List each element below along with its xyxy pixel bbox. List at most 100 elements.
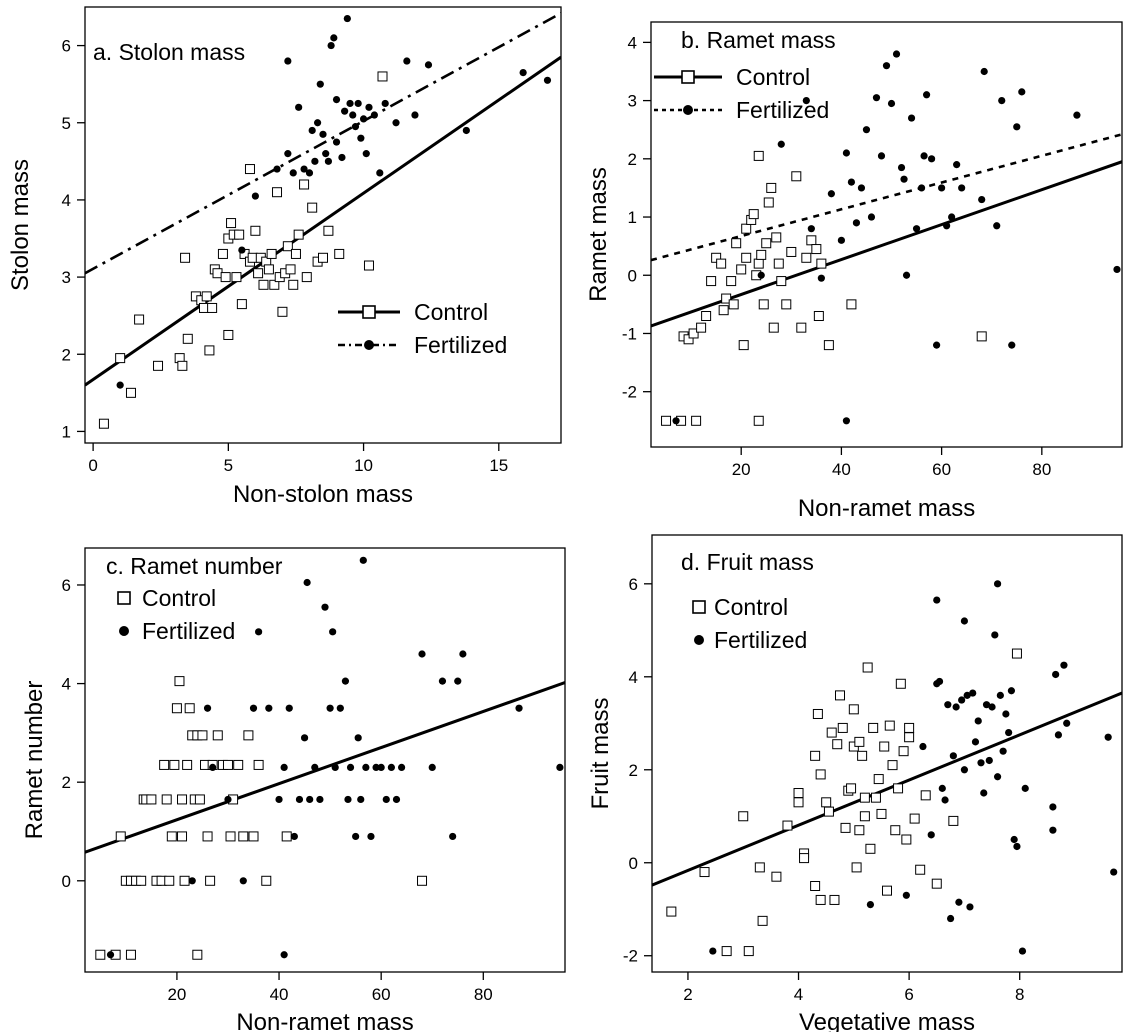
data-point bbox=[272, 187, 283, 198]
data-point bbox=[982, 701, 991, 709]
data-point bbox=[879, 741, 890, 752]
data-point bbox=[125, 387, 136, 398]
data-point bbox=[220, 272, 231, 283]
data-point bbox=[922, 91, 931, 99]
data-point bbox=[231, 272, 242, 283]
data-point bbox=[985, 756, 993, 765]
data-point bbox=[815, 894, 826, 905]
data-point bbox=[699, 867, 710, 878]
data-point bbox=[515, 704, 523, 712]
data-point bbox=[781, 299, 792, 310]
data-point bbox=[892, 50, 901, 58]
data-point bbox=[741, 223, 752, 234]
data-point bbox=[334, 248, 345, 259]
data-point bbox=[234, 229, 245, 240]
data-point bbox=[352, 832, 360, 841]
data-point bbox=[813, 311, 824, 322]
data-point bbox=[184, 703, 195, 714]
data-point bbox=[153, 360, 164, 371]
legend-marker-control bbox=[117, 591, 131, 605]
legend-marker-fertilized bbox=[694, 635, 704, 645]
data-point bbox=[205, 875, 216, 886]
data-point bbox=[125, 949, 136, 960]
data-point bbox=[802, 96, 810, 105]
y-tick-label: 6 bbox=[62, 37, 71, 56]
legend-label-fertilized: Fertilized bbox=[414, 332, 507, 358]
data-point bbox=[862, 662, 873, 673]
data-point bbox=[718, 305, 729, 316]
data-point bbox=[672, 417, 680, 425]
legend-marker-fertilized bbox=[683, 105, 693, 115]
data-point bbox=[418, 650, 426, 658]
data-point bbox=[295, 103, 303, 111]
plot-area bbox=[652, 580, 1122, 957]
data-point bbox=[996, 691, 1004, 699]
legend-marker-fertilized bbox=[364, 340, 374, 350]
data-point bbox=[411, 111, 419, 119]
x-tick-label: 8 bbox=[1015, 985, 1024, 1004]
plot-frame bbox=[84, 6, 562, 444]
panel-title: c. Ramet number bbox=[106, 553, 283, 579]
y-tick-label: 0 bbox=[62, 872, 71, 891]
data-point bbox=[998, 96, 1006, 105]
x-tick-label: 15 bbox=[489, 456, 508, 475]
data-point bbox=[311, 763, 319, 771]
data-point bbox=[209, 763, 217, 771]
data-point bbox=[351, 123, 360, 131]
data-point bbox=[912, 225, 921, 233]
data-point bbox=[161, 794, 172, 805]
data-point bbox=[837, 722, 848, 733]
y-tick-label: -2 bbox=[622, 383, 637, 402]
data-point bbox=[370, 111, 378, 119]
data-point bbox=[1002, 710, 1010, 718]
panel-d: 2 4 6 8 -2 0 2 4 6 Vegetative mass Fruit mass d. Fr… bbox=[587, 534, 1123, 1032]
data-point bbox=[280, 763, 288, 771]
data-point bbox=[285, 264, 296, 275]
data-point bbox=[897, 163, 906, 172]
data-point bbox=[993, 773, 1002, 781]
data-point bbox=[738, 340, 749, 351]
data-point bbox=[915, 864, 926, 875]
data-point bbox=[866, 900, 875, 909]
data-point bbox=[367, 832, 375, 841]
series-control bbox=[661, 150, 987, 426]
data-point bbox=[179, 875, 190, 886]
data-point bbox=[243, 730, 254, 741]
data-point bbox=[757, 271, 765, 279]
data-point bbox=[812, 708, 823, 719]
data-point bbox=[269, 279, 280, 290]
x-tick-label: 80 bbox=[474, 985, 493, 1004]
data-point bbox=[661, 415, 672, 426]
series-fertilized bbox=[106, 556, 564, 959]
x-tick-label: 60 bbox=[932, 460, 951, 479]
data-point bbox=[1104, 733, 1112, 741]
x-tick-label: 0 bbox=[88, 456, 97, 475]
data-point bbox=[691, 415, 702, 426]
data-point bbox=[696, 322, 707, 333]
series-control bbox=[95, 676, 428, 960]
data-point bbox=[823, 806, 834, 817]
data-point bbox=[212, 730, 223, 741]
data-point bbox=[890, 825, 901, 836]
data-point bbox=[901, 834, 912, 845]
data-point bbox=[829, 894, 840, 905]
panel-c: 20 40 60 80 0 2 4 6 Non-ramet mass Ramet number c.… bbox=[21, 547, 566, 1032]
data-point bbox=[870, 792, 881, 803]
data-point bbox=[919, 742, 927, 751]
data-point bbox=[115, 831, 126, 842]
data-point bbox=[816, 258, 827, 269]
data-point bbox=[293, 229, 304, 240]
data-point bbox=[376, 169, 384, 177]
data-point bbox=[777, 140, 785, 148]
data-point bbox=[349, 111, 357, 119]
data-point bbox=[392, 119, 400, 127]
data-point bbox=[1052, 670, 1060, 679]
data-point bbox=[683, 334, 694, 345]
series-control bbox=[98, 71, 388, 429]
panel-b: 20 40 60 80 -2 -1 0 1 2 3 4 Non-ramet mass Ramet mas… bbox=[585, 21, 1123, 522]
data-point bbox=[867, 213, 876, 221]
data-point bbox=[1018, 88, 1026, 96]
data-point bbox=[835, 690, 845, 701]
x-tick-label: 20 bbox=[167, 985, 186, 1004]
legend: Control Fertilized bbox=[117, 585, 235, 644]
